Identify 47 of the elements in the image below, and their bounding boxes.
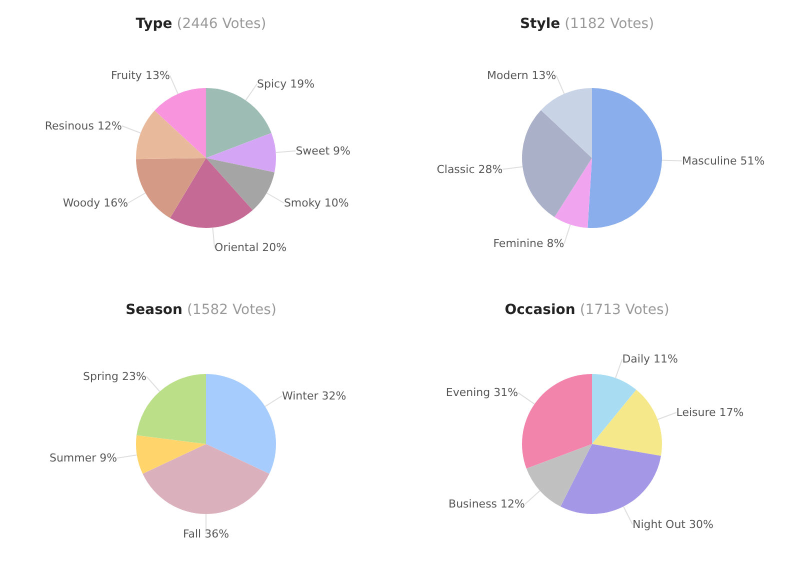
slice-label: Masculine 51% — [682, 154, 765, 168]
pie-slice — [154, 88, 206, 158]
slice-label: Daily 11% — [622, 352, 678, 366]
pie-slice — [206, 88, 272, 158]
pie-slice — [592, 390, 662, 456]
slice-label: Sweet 9% — [296, 144, 350, 158]
slice-label: Night Out 30% — [632, 518, 714, 531]
slice-label: Smoky 10% — [284, 196, 349, 210]
slice-label: Evening 31% — [446, 386, 518, 400]
slice-label: Feminine 8% — [493, 237, 564, 250]
pie-slice — [206, 133, 276, 172]
chart-title: Type — [136, 16, 172, 32]
chart-title: Season — [126, 302, 183, 318]
pie-slice — [206, 374, 276, 474]
slice-label: Resinous 12% — [44, 119, 122, 132]
pie-slice — [206, 158, 275, 210]
slice-label: Spring 23% — [83, 370, 146, 383]
slice-label: Fruity 13% — [111, 69, 170, 82]
chart-subtitle: (1582 Votes) — [186, 302, 276, 318]
chart-title: Occasion — [504, 302, 576, 318]
pie-slice — [136, 435, 206, 474]
slice-label: Leisure 17% — [676, 406, 744, 419]
slice-label: Classic 28% — [436, 162, 503, 176]
pie-slice — [136, 110, 206, 160]
pie-slice — [142, 444, 270, 514]
slice-label: Modern 13% — [487, 68, 556, 82]
slice-label: Spicy 19% — [257, 77, 315, 90]
slice-label: Business 12% — [448, 498, 525, 511]
slice-label: Woody 16% — [62, 196, 128, 210]
pie-slice — [170, 158, 253, 228]
slice-label: Fall 36% — [182, 528, 230, 540]
pie-slice — [522, 110, 592, 218]
pie-slice — [588, 88, 662, 228]
pie-slice — [560, 444, 661, 514]
slice-label: Summer 9% — [49, 452, 118, 465]
slice-label: Oriental 20% — [214, 241, 287, 254]
chart-subtitle: (1182 Votes) — [564, 16, 654, 32]
pie-slice — [592, 374, 636, 444]
chart-subtitle: (1713 Votes) — [578, 302, 670, 318]
pie-slice — [522, 374, 592, 469]
chart-subtitle: (2446 Votes) — [176, 16, 266, 32]
chart-title: Style — [520, 16, 560, 32]
pie-slice — [540, 88, 592, 158]
pie-slice — [526, 444, 592, 507]
slice-label: Winter 32% — [282, 389, 346, 402]
pie-slice — [554, 158, 592, 228]
pie-slice — [136, 158, 206, 218]
